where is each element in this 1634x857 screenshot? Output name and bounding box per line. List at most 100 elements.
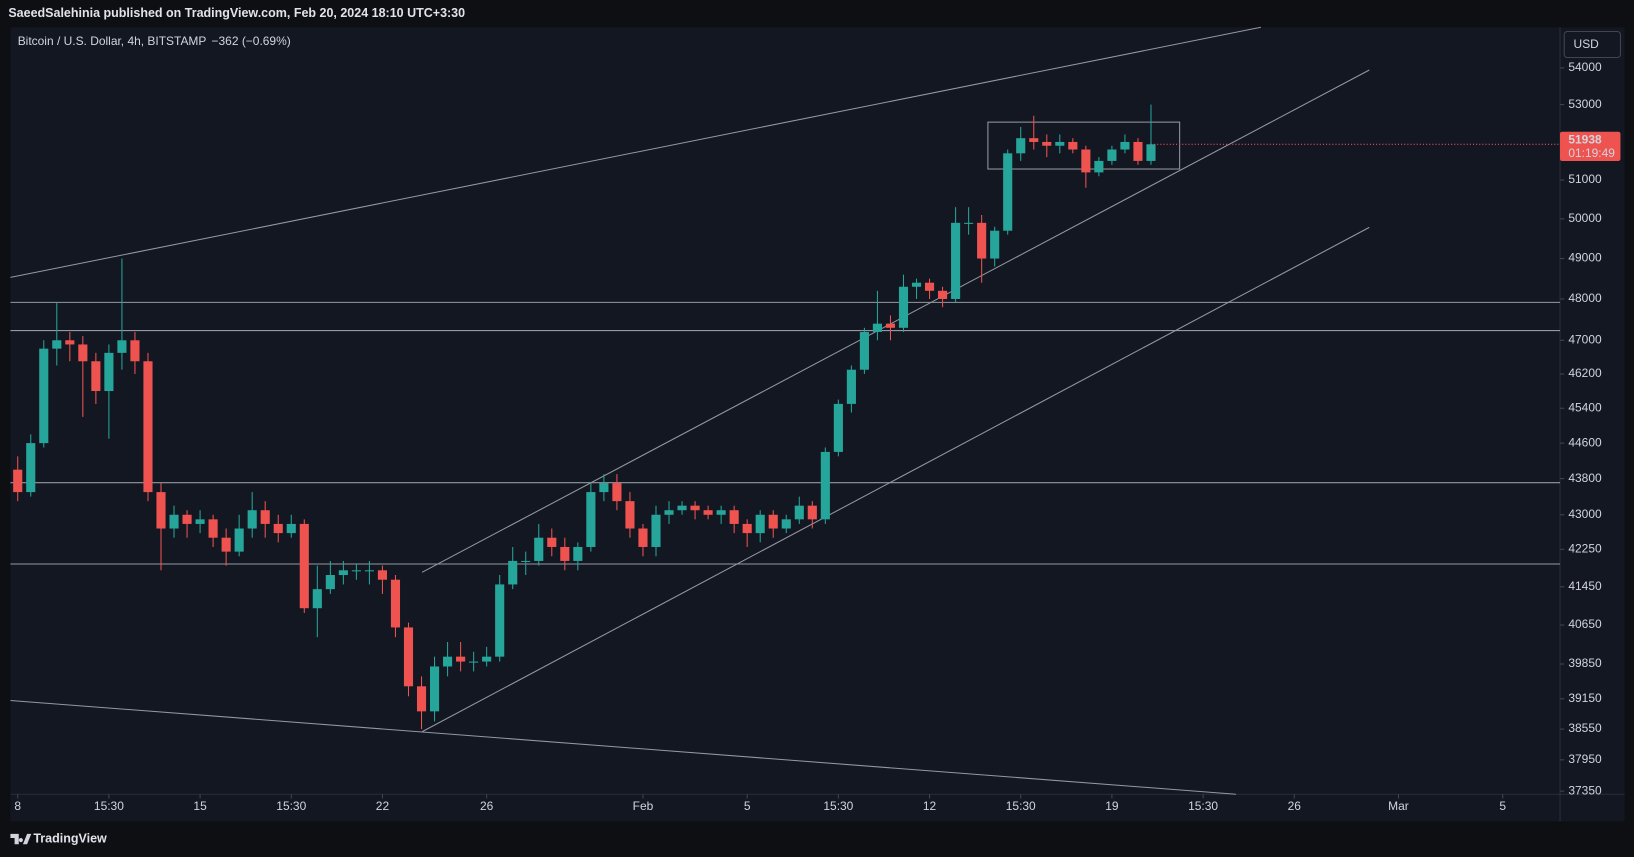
- y-tick-label: 50000: [1568, 211, 1602, 225]
- x-tick-label: Mar: [1388, 799, 1409, 813]
- candle-body: [377, 570, 388, 580]
- candle-body: [1133, 141, 1143, 161]
- candle-body: [456, 656, 466, 662]
- candle-body: [521, 560, 531, 562]
- candles: [13, 104, 1156, 730]
- candle-body: [1055, 141, 1065, 146]
- candle-body: [495, 584, 505, 657]
- candle-body: [820, 451, 830, 520]
- candle-body: [1107, 149, 1117, 161]
- x-tick-label: 26: [480, 799, 494, 813]
- x-tick-label: 22: [376, 799, 390, 813]
- candle-body: [117, 340, 127, 353]
- candle-body: [638, 528, 648, 547]
- candle-body: [1094, 160, 1104, 173]
- candle-body: [729, 510, 739, 524]
- y-tick-label: 44600: [1568, 435, 1602, 449]
- candle-body: [429, 666, 440, 712]
- candle-body: [286, 523, 296, 534]
- candle-body: [1016, 138, 1026, 154]
- candle-body: [755, 514, 765, 534]
- y-tick-label: 39150: [1568, 691, 1602, 705]
- y-tick-label: 37950: [1568, 752, 1602, 766]
- candle-body: [690, 505, 700, 511]
- candle-body: [742, 523, 752, 534]
- candle-body: [91, 361, 101, 392]
- candle-body: [703, 510, 713, 515]
- currency-label[interactable]: USD: [1574, 37, 1600, 51]
- candle-body: [52, 340, 62, 349]
- candle-body: [508, 560, 518, 585]
- candle-body: [26, 443, 36, 493]
- candle-body: [547, 537, 557, 547]
- y-tick-label: 43000: [1568, 507, 1602, 521]
- candle-body: [911, 282, 922, 287]
- publish-header: SaeedSalehinia published on TradingView.…: [8, 6, 465, 20]
- x-tick-label: 12: [923, 799, 937, 813]
- candle-body: [977, 222, 987, 259]
- candle-body: [208, 519, 218, 538]
- price-change: −362 (−0.69%): [212, 34, 291, 48]
- candle-body: [859, 331, 869, 370]
- candle-body: [195, 519, 205, 524]
- last-price-label: 51938: [1568, 132, 1602, 146]
- candle-body: [325, 574, 335, 590]
- candle-body: [247, 510, 257, 529]
- candle-body: [482, 656, 492, 662]
- x-tick-label: 26: [1288, 799, 1302, 813]
- x-tick-label: 15:30: [276, 799, 306, 813]
- candle-body: [560, 546, 570, 561]
- candle-body: [651, 514, 661, 547]
- y-tick-label: 39850: [1568, 656, 1602, 670]
- candle-body: [1003, 153, 1013, 231]
- candle-body: [1068, 141, 1078, 150]
- candle-body: [716, 510, 726, 515]
- candle-body: [1029, 138, 1039, 142]
- candle-body: [534, 537, 544, 561]
- candle-body: [612, 483, 622, 502]
- candle-body: [156, 492, 166, 529]
- candle-body: [964, 222, 974, 224]
- countdown: 01:19:49: [1568, 146, 1615, 160]
- y-tick-label: 37350: [1568, 783, 1602, 797]
- candle-body: [573, 546, 583, 561]
- brand: TradingView: [33, 831, 107, 845]
- axes: 54000 53000 51000 50000 49000 48000 47000 46200…: [14, 60, 1621, 813]
- candle-body: [338, 570, 348, 575]
- candle-body: [260, 510, 270, 524]
- x-tick-label: 15: [193, 799, 207, 813]
- y-tick-label: 45400: [1568, 400, 1602, 414]
- y-tick-label: 41450: [1568, 579, 1602, 593]
- candle-body: [299, 523, 309, 609]
- candle-body: [677, 505, 687, 511]
- last-price-tag: [1560, 131, 1621, 161]
- candle-body: [872, 323, 883, 332]
- y-tick-label: 54000: [1568, 60, 1602, 74]
- candle-body: [990, 230, 1000, 259]
- x-tick-label: 5: [744, 799, 751, 813]
- candle-body: [312, 589, 322, 609]
- candle-body: [586, 492, 596, 547]
- candle-body: [625, 501, 635, 529]
- candle-body: [169, 514, 179, 529]
- candle-body: [1081, 149, 1091, 173]
- candle-body: [469, 661, 479, 663]
- candle-body: [951, 222, 961, 299]
- candle-body: [768, 514, 778, 529]
- candle-body: [403, 627, 414, 687]
- brand-logo: [10, 833, 32, 845]
- x-tick-label: 8: [14, 799, 21, 813]
- y-tick-label: 49000: [1568, 251, 1602, 265]
- trend-line: [421, 226, 1370, 733]
- candle-body: [1042, 141, 1052, 146]
- candle-body: [443, 656, 453, 667]
- candle-body: [938, 290, 948, 299]
- candle-body: [221, 537, 231, 552]
- logo-icon: [10, 833, 32, 845]
- y-tick-label: 53000: [1568, 97, 1602, 111]
- currency-button[interactable]: [1563, 30, 1621, 59]
- trend-line: [10, 699, 1236, 795]
- y-tick-label: 40650: [1568, 617, 1602, 631]
